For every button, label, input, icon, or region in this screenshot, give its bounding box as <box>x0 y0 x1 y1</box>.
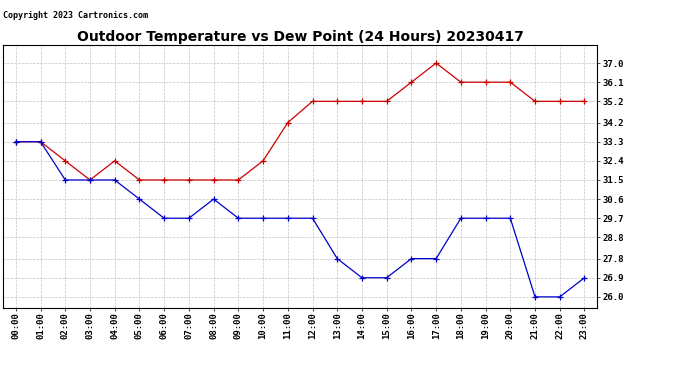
Text: Copyright 2023 Cartronics.com: Copyright 2023 Cartronics.com <box>3 11 148 20</box>
Title: Outdoor Temperature vs Dew Point (24 Hours) 20230417: Outdoor Temperature vs Dew Point (24 Hou… <box>77 30 524 44</box>
